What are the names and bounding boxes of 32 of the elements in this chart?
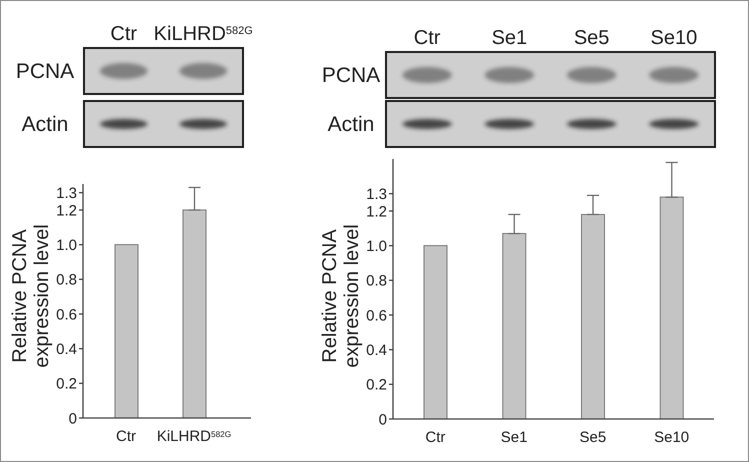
x-tick-label: Ctr [116,428,136,445]
bar [581,214,605,419]
y-tick-label: 0.6 [56,306,77,324]
y-tick-label: 1.0 [366,238,387,256]
y-axis-title: Relative PCNA expression level [9,224,53,368]
bar [660,196,684,419]
x-tick-label: Se10 [654,429,690,446]
text: Actin [22,113,68,136]
y-tick-label: 1.2 [56,202,77,220]
y-tick-label: 1.0 [56,237,77,254]
y-tick-label: 0.4 [366,342,387,360]
y-tick-label: 0.6 [366,307,387,324]
y-tick-label: 0.2 [56,376,77,393]
y-tick-label: 0.8 [366,272,387,290]
text: PCNA [322,64,380,87]
y-tick-label: 0 [378,411,387,428]
x-tick-label: Se1 [500,429,528,446]
y-tick-label: 0 [68,410,77,428]
y-tick-label: 1.2 [366,203,387,220]
y-tick-label: 0.8 [56,272,77,289]
x-tick-label: Se5 [580,429,606,446]
text: Actin [328,113,374,136]
text: PCNA [16,60,74,83]
y-tick-label: 0.4 [56,341,77,358]
x-tick-label: KiLHRD$^{582G}$ [156,428,232,445]
bar [424,245,448,419]
y-tick-label: 1.3 [56,185,77,202]
bar [502,233,526,419]
y-axis-title: Relative PCNA expression level [319,224,363,368]
y-tick-label: 0.2 [366,376,387,394]
y-tick-label: 1.3 [366,186,387,204]
x-tick-label: Ctr [425,429,446,446]
